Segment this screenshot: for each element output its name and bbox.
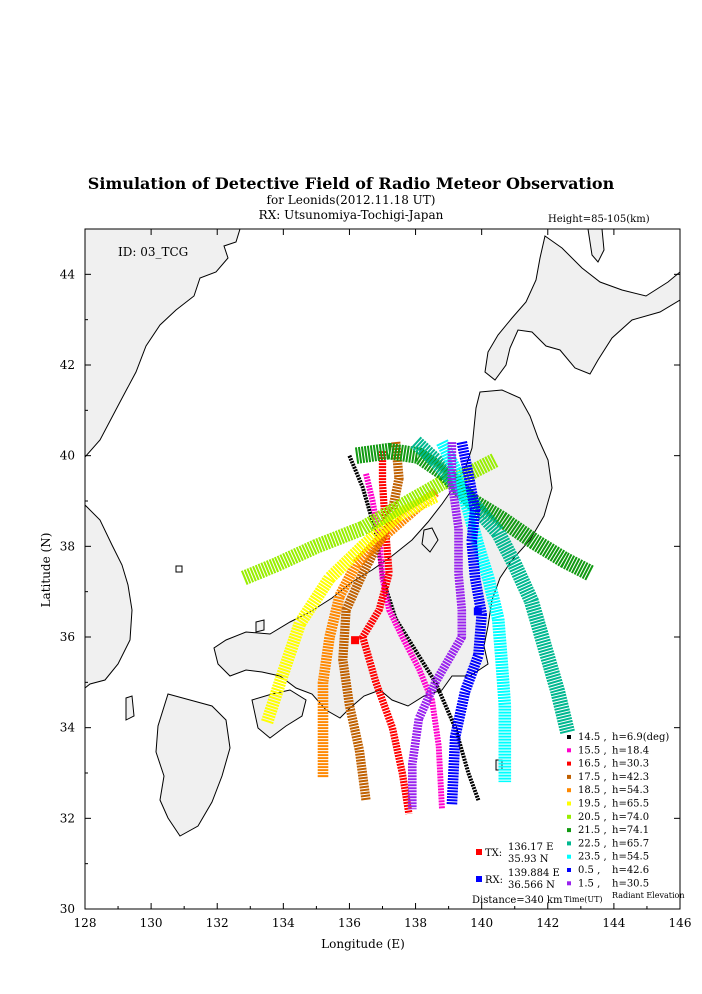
legend-elevation: h=6.9(deg) — [612, 732, 669, 743]
rx-legend-marker — [476, 876, 482, 882]
tsushima-land — [125, 695, 135, 721]
legend-elevation: h=42.3 — [612, 772, 649, 783]
x-tick-label: 136 — [338, 916, 361, 930]
legend-swatch — [567, 748, 571, 753]
legend-time: 1.5 , — [578, 878, 600, 889]
track-1-5 — [408, 442, 467, 810]
legend-time: 16.5 , — [578, 759, 607, 770]
legend-swatch — [567, 788, 571, 793]
x-tick-label: 138 — [404, 916, 427, 930]
legend-elevation: h=30.5 — [612, 878, 649, 889]
sado-land — [421, 527, 439, 553]
x-tick-label: 134 — [272, 916, 295, 930]
y-tick-label: 32 — [60, 811, 75, 825]
x-axis-ticks: 128 130 132 134 136 138 140 142 144 146 — [74, 229, 692, 930]
track-14-5 — [347, 454, 481, 801]
tx-legend-marker — [476, 849, 482, 855]
x-axis-label: Longitude (E) — [321, 937, 405, 951]
legend-elevation: h=42.6 — [612, 865, 649, 876]
legend-time: 22.5 , — [578, 838, 607, 849]
x-tick-label: 132 — [206, 916, 229, 930]
korea-land — [85, 504, 133, 689]
legend-elevation: h=30.3 — [612, 759, 649, 770]
rx-latitude: 36.566 N — [508, 880, 555, 891]
legend-time-header: Time(UT) — [564, 895, 603, 904]
tx-latitude: 35.93 N — [508, 854, 549, 865]
receiver-location: RX: Utsunomiya-Tochigi-Japan — [258, 208, 444, 222]
legend-swatch — [567, 854, 571, 859]
legend-elevation: h=54.3 — [612, 785, 649, 796]
hokkaido-land — [484, 235, 680, 381]
legend-swatch — [567, 735, 571, 739]
chart-title: Simulation of Detective Field of Radio M… — [87, 174, 615, 193]
legend-swatch — [567, 841, 571, 846]
y-tick-label: 40 — [60, 449, 75, 463]
chart-subtitle: for Leonids(2012.11.18 UT) — [266, 193, 436, 207]
track-0-5 — [446, 441, 487, 805]
track-18-5 — [317, 487, 439, 778]
legend-elevation: h=74.0 — [612, 812, 649, 823]
y-tick-label: 44 — [60, 267, 76, 281]
legend: 14.5 , h=6.9(deg) 15.5 , h=18.4 16.5 , h=30.3… — [567, 732, 669, 889]
id-label: ID: 03_TCG — [118, 245, 188, 259]
distance-label: Distance=340 km — [472, 895, 563, 906]
y-tick-label: 36 — [60, 630, 75, 644]
oki-land — [255, 619, 265, 633]
station-markers — [351, 607, 482, 645]
y-tick-label: 42 — [60, 358, 75, 372]
legend-swatch — [567, 881, 571, 886]
tx-station-marker — [351, 636, 360, 645]
station-info: TX: 136.17 E 35.93 N RX: 139.884 E 36.56… — [472, 842, 685, 906]
legend-time: 15.5 , — [578, 745, 607, 756]
x-tick-label: 128 — [74, 916, 97, 930]
height-note: Height=85-105(km) — [548, 214, 650, 225]
x-tick-label: 142 — [536, 916, 559, 930]
legend-swatch — [567, 868, 571, 872]
legend-swatch — [567, 774, 571, 779]
y-axis-ticks: 30 32 34 36 38 40 42 44 — [60, 228, 680, 916]
x-tick-label: 146 — [669, 916, 692, 930]
legend-time: 18.5 , — [578, 785, 607, 796]
x-tick-label: 144 — [602, 916, 625, 930]
legend-elevation: h=18.4 — [612, 745, 649, 756]
track-17-5 — [338, 441, 404, 801]
legend-time: 19.5 , — [578, 799, 607, 810]
ulleung-island — [175, 565, 183, 573]
x-tick-label: 130 — [140, 916, 163, 930]
legend-time: 21.5 , — [578, 825, 607, 836]
legend-elevation: h=54.5 — [612, 852, 649, 863]
y-tick-label: 38 — [60, 539, 75, 553]
legend-swatch — [567, 814, 571, 819]
legend-elevation-header: Radiant Elevation — [612, 891, 685, 900]
legend-elevation: h=65.7 — [612, 838, 649, 849]
y-tick-label: 34 — [60, 721, 76, 735]
track-23-5 — [436, 439, 512, 783]
tx-longitude: 136.17 E — [508, 842, 553, 853]
kyushu-land — [155, 693, 231, 837]
rx-label: RX: — [485, 875, 503, 886]
mainland-land — [85, 229, 241, 458]
legend-time: 17.5 , — [578, 772, 607, 783]
legend-elevation: h=65.5 — [612, 799, 649, 810]
legend-swatch — [567, 761, 571, 766]
track-16-5 — [359, 451, 413, 815]
legend-swatch — [567, 828, 571, 833]
y-tick-label: 30 — [60, 902, 75, 916]
rx-longitude: 139.884 E — [508, 868, 560, 879]
rx-station-marker — [473, 607, 482, 616]
sakhalin-land — [587, 229, 605, 263]
y-axis-label: Latitude (N) — [39, 533, 53, 608]
track-19-5 — [260, 490, 439, 726]
tx-label: TX: — [485, 848, 502, 859]
legend-time: 0.5 , — [578, 865, 600, 876]
legend-elevation: h=74.1 — [612, 825, 649, 836]
x-tick-label: 140 — [470, 916, 493, 930]
legend-time: 14.5 , — [578, 732, 607, 743]
legend-time: 20.5 , — [578, 812, 607, 823]
detection-tracks — [240, 436, 595, 815]
legend-swatch — [567, 801, 571, 806]
legend-time: 23.5 , — [578, 852, 607, 863]
